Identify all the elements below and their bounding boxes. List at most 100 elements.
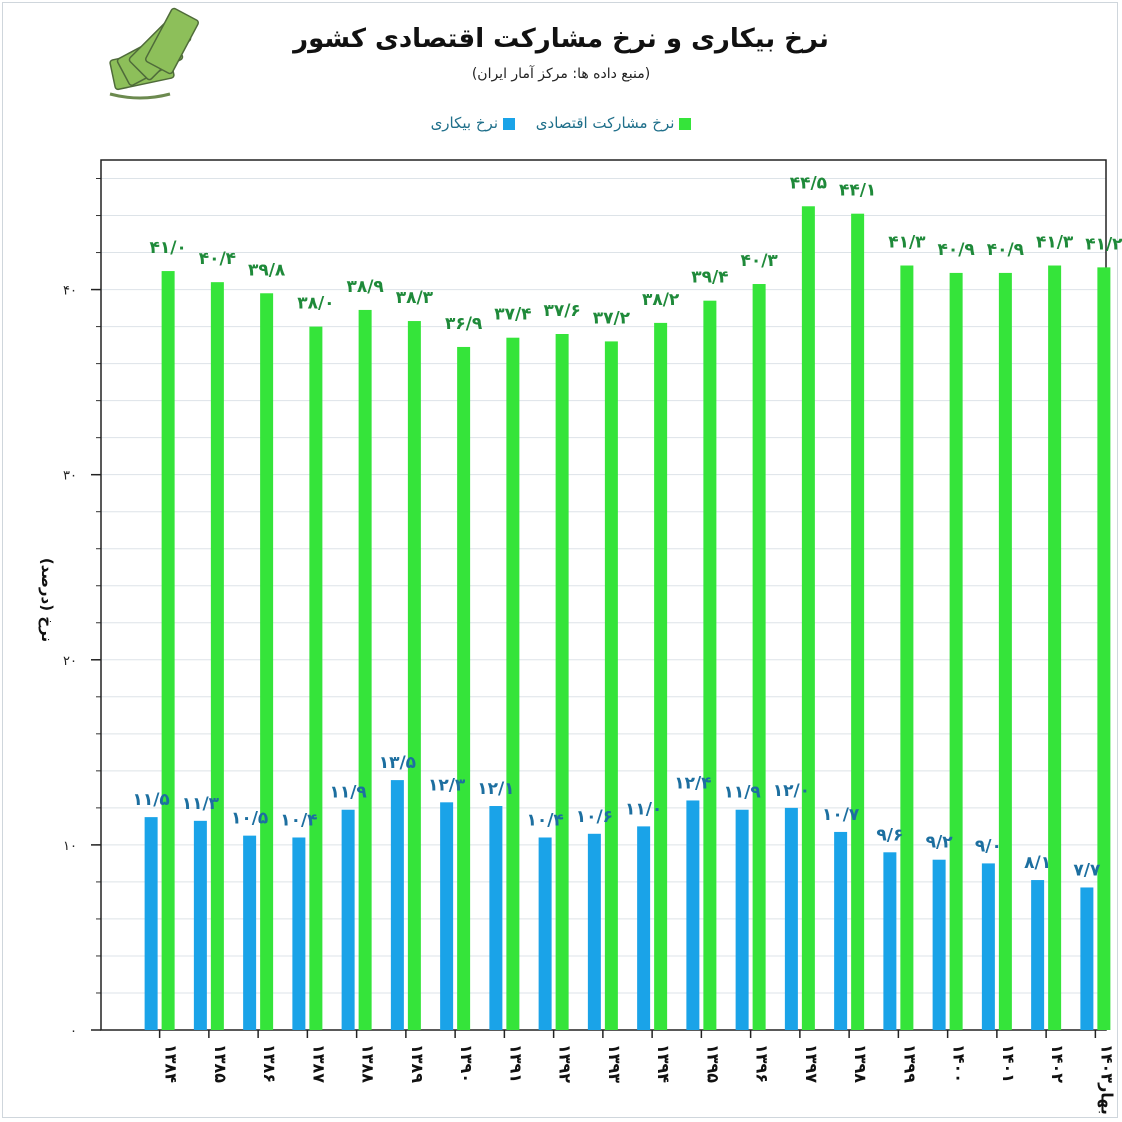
- x-tick-label: ۱۳۹۱: [506, 1044, 525, 1083]
- bar-participation: [407, 321, 421, 1030]
- data-label-unemployment: ۱۰/۷: [822, 805, 860, 825]
- bar-participation: [998, 272, 1012, 1030]
- x-tick-label: ۱۳۹۷: [802, 1044, 821, 1083]
- x-tick-label: ۱۳۹۲: [556, 1044, 575, 1083]
- bar-unemployment: [390, 780, 404, 1030]
- bar-unemployment: [538, 837, 552, 1030]
- money-stack-logo: [109, 7, 200, 100]
- data-label-unemployment: ۷/۷: [1073, 860, 1101, 880]
- data-label-participation: ۴۱/۰: [149, 238, 186, 258]
- data-label-participation: ۴۱/۳: [1036, 233, 1074, 253]
- data-label-participation: ۴۴/۱: [839, 181, 876, 201]
- bar-unemployment: [144, 817, 158, 1030]
- data-label-participation: ۳۹/۸: [248, 260, 286, 280]
- data-label-participation: ۴۰/۹: [937, 240, 975, 260]
- x-tick-label: ۱۳۹۳: [605, 1044, 624, 1083]
- x-tick-label: ۱۳۹۸: [851, 1044, 870, 1083]
- data-label-participation: ۳۸/۲: [642, 290, 680, 310]
- bar-participation: [506, 337, 520, 1030]
- bar-participation: [604, 341, 618, 1030]
- bar-unemployment: [1031, 880, 1045, 1030]
- bar-participation: [851, 213, 865, 1030]
- x-tick-label: ۱۳۹۹: [900, 1044, 919, 1083]
- legend-item-participation: نرخ مشارکت اقتصادی: [536, 114, 692, 132]
- data-label-participation: ۳۷/۴: [494, 305, 531, 325]
- bar-unemployment: [932, 859, 946, 1030]
- bar-participation: [309, 326, 323, 1031]
- x-tick-label: ۱۳۹۶: [753, 1044, 772, 1083]
- bar-unemployment: [784, 807, 798, 1030]
- data-label-participation: ۴۱/۲: [1085, 234, 1122, 254]
- x-tick-label: ۱۳۹۵: [703, 1044, 722, 1083]
- data-label-participation: ۴۰/۹: [987, 240, 1025, 260]
- bar-unemployment: [981, 863, 995, 1030]
- data-label-participation: ۳۷/۲: [593, 308, 631, 328]
- y-tick-label: ۱۰: [63, 839, 77, 854]
- bar-participation: [358, 309, 372, 1030]
- data-label-participation: ۳۸/۹: [346, 277, 384, 297]
- x-tick-label: ۱۳۹۰: [457, 1044, 476, 1083]
- bar-unemployment: [341, 809, 355, 1030]
- bar-unemployment: [735, 809, 749, 1030]
- y-axis-label: نرخ (درصد): [38, 558, 56, 642]
- legend-label-participation: نرخ مشارکت اقتصادی: [535, 114, 675, 132]
- x-tick-label: ۱۳۸۸: [359, 1044, 378, 1083]
- bar-unemployment: [1080, 887, 1094, 1030]
- x-tick-label: ۱۴۰۰: [950, 1044, 969, 1083]
- chart-title: نرخ بیکاری و نرخ مشارکت اقتصادی کشور: [293, 24, 829, 54]
- chart-subtitle: (منبع داده ها: مرکز آمار ایران): [471, 66, 651, 82]
- x-tick-label: ۱۳۸۴: [162, 1044, 181, 1083]
- legend-swatch-unemployment: [503, 117, 516, 130]
- x-tick-label: ۱۳۹۴: [654, 1044, 673, 1083]
- data-label-unemployment: ۱۳/۵: [379, 753, 416, 773]
- bar-participation: [260, 293, 274, 1030]
- bar-participation: [457, 346, 471, 1030]
- data-label-unemployment: ۱۲/۴: [674, 773, 711, 793]
- bar-unemployment: [193, 820, 207, 1030]
- x-tick-label: ۱۴۰۱: [999, 1044, 1018, 1083]
- data-label-unemployment: ۱۰/۴: [526, 810, 563, 830]
- bar-unemployment: [834, 831, 848, 1030]
- bar-participation: [801, 206, 815, 1030]
- data-label-participation: ۳۸/۳: [396, 288, 434, 308]
- data-label-unemployment: ۹/۰: [975, 836, 1002, 856]
- bar-participation: [703, 300, 717, 1030]
- x-tick-label: ۱۳۸۶: [260, 1044, 279, 1083]
- bar-participation: [161, 271, 175, 1030]
- legend-swatch-participation: [679, 117, 692, 130]
- x-tick-label: ۱۴۰۲: [1048, 1044, 1067, 1083]
- x-tick-label: ۱۳۸۵: [211, 1044, 230, 1083]
- data-label-unemployment: ۱۲/۰: [773, 781, 810, 801]
- bar-participation: [900, 265, 914, 1031]
- y-tick-label: ۴۰: [63, 284, 77, 299]
- x-tick-label: بهار۱۴۰۳: [1097, 1044, 1116, 1115]
- bar-participation: [1048, 265, 1062, 1031]
- bar-participation: [949, 272, 963, 1030]
- x-tick-label: ۱۳۸۷: [309, 1044, 328, 1083]
- bar-unemployment: [686, 800, 700, 1030]
- bar-participation: [1097, 267, 1111, 1030]
- legend-label-unemployment: نرخ بیکاری: [430, 114, 499, 132]
- y-tick-label: ۲۰: [63, 654, 77, 669]
- bar-unemployment: [440, 802, 454, 1030]
- data-label-unemployment: ۱۱/۹: [329, 783, 367, 803]
- bar-unemployment: [883, 852, 897, 1030]
- bar-participation: [210, 282, 224, 1030]
- bar-participation: [555, 334, 569, 1030]
- data-label-unemployment: ۱۱/۵: [132, 790, 169, 810]
- data-label-participation: ۳۹/۴: [691, 268, 728, 288]
- data-label-participation: ۴۰/۳: [740, 251, 778, 271]
- data-label-participation: ۴۱/۳: [888, 233, 926, 253]
- bar-unemployment: [243, 835, 257, 1030]
- x-axis-labels: ۱۳۸۴ ۱۳۸۵ ۱۳۸۶ ۱۳۸۷ ۱۳۸۸ ۱۳۸۹ ۱۳۹۰ ۱۳۹۱ ۱۳۹۲ ۱۳۹۳…: [162, 1044, 1117, 1115]
- bar-unemployment: [292, 837, 306, 1030]
- data-label-unemployment: ۹/۲: [926, 833, 954, 853]
- data-label-unemployment: ۱۱/۹: [723, 783, 761, 803]
- bar-unemployment: [587, 833, 601, 1030]
- y-tick-label: ۰: [70, 1024, 77, 1039]
- data-labels: ۱۱/۵ ۴۱/۰ ۱۱/۳ ۴۰/۴ ۱۰/۵ ۳۹/۸ ۱۰/۴ ۳۸/۰ ۱۱/۹ ۳۸/۹…: [132, 173, 1122, 880]
- bar-unemployment: [637, 826, 651, 1030]
- y-tick-label: ۳۰: [63, 469, 77, 484]
